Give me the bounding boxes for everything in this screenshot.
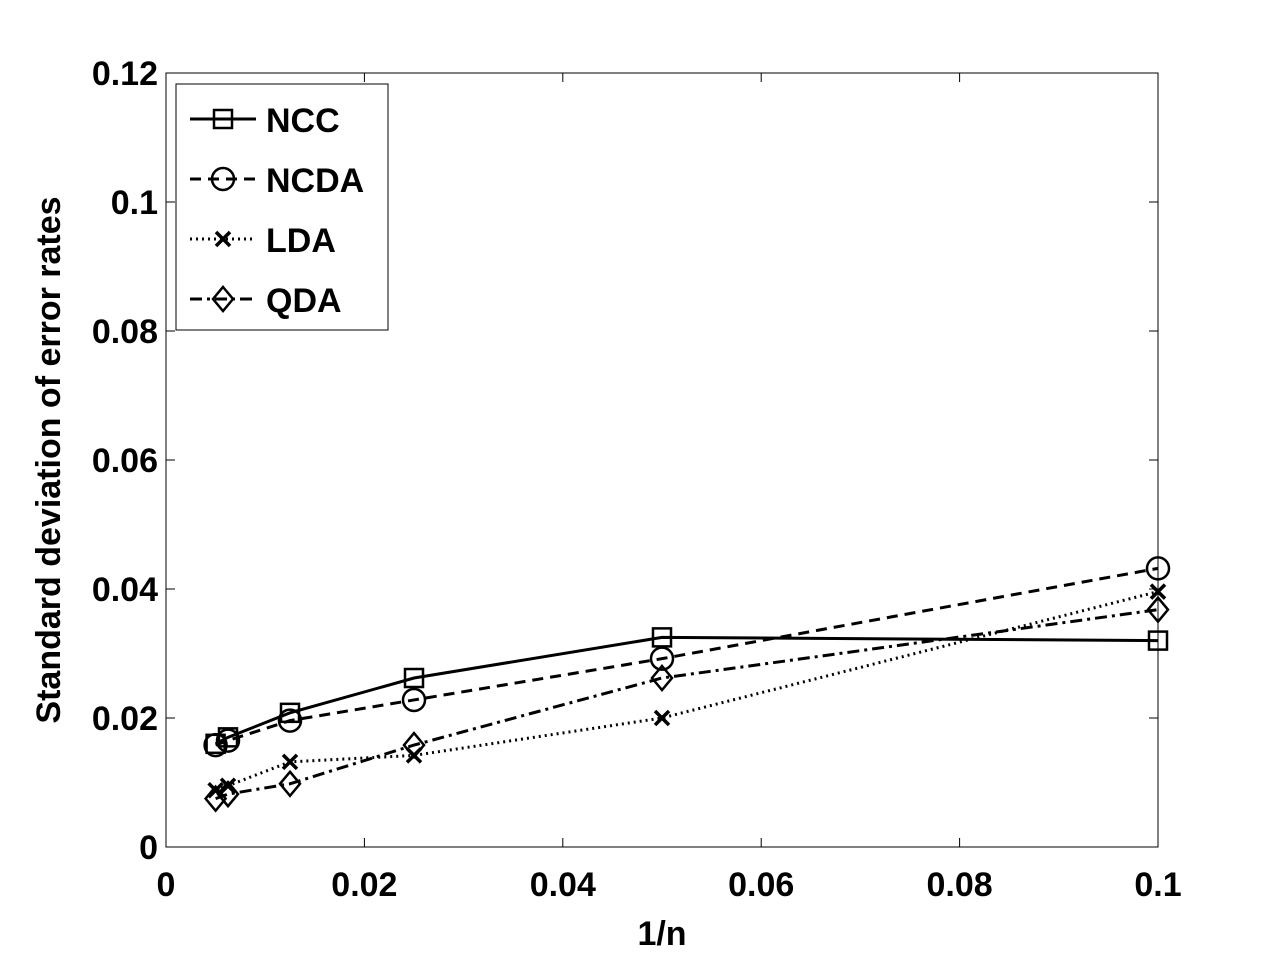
legend-marker-qda [211, 285, 235, 313]
legend-marker-lda [214, 230, 232, 248]
data-point-ncda [215, 728, 241, 753]
data-point-ncc [403, 667, 425, 689]
data-point-lda-stroke [653, 709, 671, 727]
x-tick-label: 0.08 [927, 866, 993, 904]
y-tick-label: 0.04 [92, 571, 158, 609]
legend: NCC NCDA LDA QDA [175, 83, 389, 331]
x-tick-label: 0.04 [530, 866, 596, 904]
data-point-lda-stroke [1149, 583, 1167, 600]
legend-label-qda: QDA [266, 282, 342, 320]
data-point-ncda [203, 732, 228, 758]
x-tick-label: 0.02 [331, 866, 397, 904]
y-tick-label: 0.02 [92, 700, 158, 738]
legend-label-lda: LDA [266, 222, 336, 260]
series-ncda [203, 556, 1171, 758]
legend-label-ncc: NCC [266, 102, 340, 140]
data-point-qda [278, 769, 302, 798]
series-line-qda [215, 608, 1159, 801]
data-point-qda [1146, 595, 1170, 624]
legend-label-ncda: NCDA [266, 162, 364, 200]
y-tick-label: 0.1 [111, 184, 158, 222]
legend-marker-ncc [212, 108, 234, 130]
data-point-qda [650, 664, 674, 692]
data-point-ncc [651, 627, 673, 648]
data-point-lda [1149, 583, 1167, 600]
series-line-ncc [214, 635, 1159, 746]
y-tick-label: 0.06 [92, 442, 158, 480]
series-layer [203, 556, 1171, 813]
y-tick-label: 0.08 [92, 313, 158, 351]
data-point-ncda [401, 687, 427, 713]
series-ncc [205, 627, 1169, 755]
y-tick-label: 0.12 [92, 55, 158, 93]
x-tick-label: 0 [157, 866, 176, 904]
x-axis-label: 1/n [637, 915, 686, 953]
series-qda [203, 595, 1170, 813]
data-point-lda-stroke [219, 777, 237, 794]
data-point-ncda [277, 708, 303, 733]
data-point-qda [203, 784, 228, 813]
data-point-lda [653, 709, 671, 727]
legend-marker-ncda [210, 166, 236, 192]
legend-box [175, 83, 389, 331]
y-axis-label: Standard deviation of error rates [30, 196, 68, 723]
axis-ticks: 0 0.02 0.04 0.06 0.08 0.1 0 0.02 0.04 0.06 0.08 0.1… [92, 55, 1182, 904]
data-point-qda [402, 731, 426, 760]
data-point-lda [219, 777, 237, 794]
data-point-ncc [1147, 630, 1169, 651]
data-point-lda-stroke [207, 782, 224, 799]
data-point-ncda [649, 646, 675, 671]
data-point-qda [216, 780, 240, 809]
x-tick-label: 0.1 [1134, 866, 1181, 904]
legend-marker-lda-stroke [214, 230, 232, 248]
data-point-lda-stroke [281, 753, 299, 771]
data-point-ncda [1145, 556, 1171, 581]
data-point-lda [281, 753, 299, 771]
y-tick-label: 0 [139, 829, 158, 867]
x-tick-label: 0.06 [728, 866, 794, 904]
